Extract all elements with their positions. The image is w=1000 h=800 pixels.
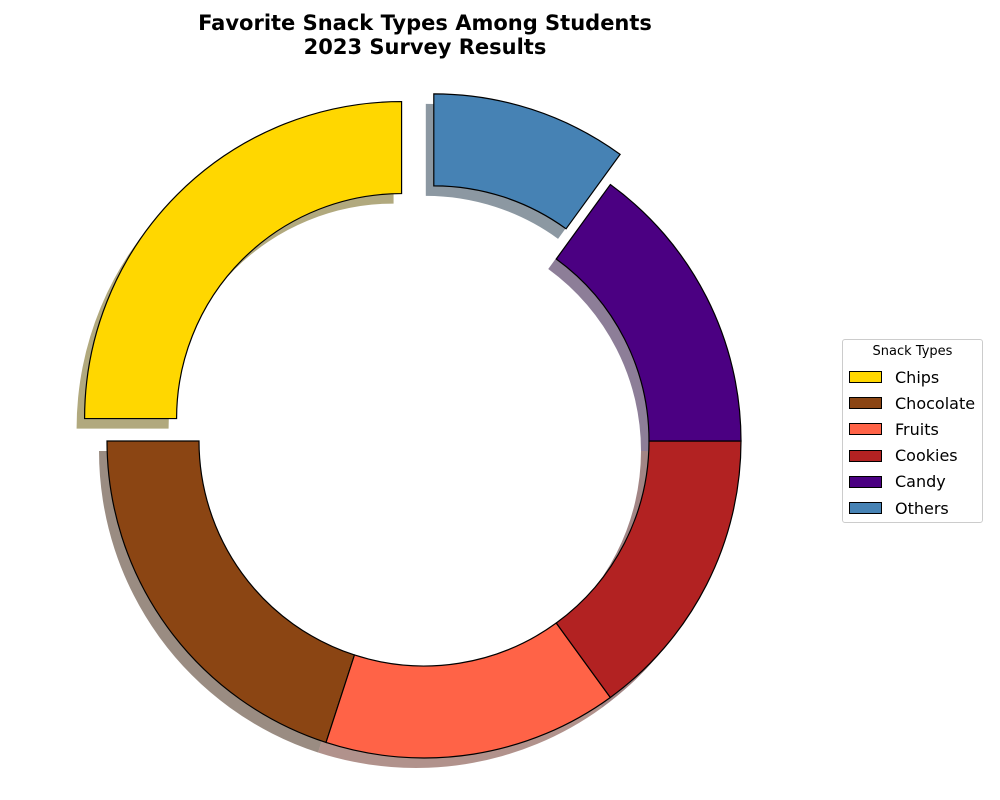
legend-swatch-cookies xyxy=(849,449,882,462)
legend-item-fruits: Fruits xyxy=(843,416,982,442)
legend-item-chips: Chips xyxy=(843,364,982,390)
legend-title: Snack Types xyxy=(872,344,953,359)
legend-items: Chips Chocolate Fruits Cookies Candy Others xyxy=(843,364,982,521)
legend-label-others: Others xyxy=(895,498,949,518)
legend-swatch-chocolate xyxy=(849,397,882,410)
slice-chips xyxy=(83,100,403,420)
chart-title-line-1: Favorite Snack Types Among Students xyxy=(198,11,652,35)
legend-label-candy: Candy xyxy=(895,472,946,492)
legend-swatch-candy xyxy=(849,475,882,488)
donut-slices xyxy=(83,93,742,759)
chart-title-line-2: 2023 Survey Results xyxy=(304,35,547,59)
legend-item-chocolate: Chocolate xyxy=(843,390,982,416)
legend-item-others: Others xyxy=(843,495,982,521)
legend-swatch-chips xyxy=(849,371,882,384)
legend-item-candy: Candy xyxy=(843,469,982,495)
legend-item-cookies: Cookies xyxy=(843,443,982,469)
legend-label-chips: Chips xyxy=(895,367,940,387)
slice-cookies xyxy=(555,440,742,699)
legend: Snack Types Chips Chocolate Fruits Cookies C… xyxy=(842,339,983,523)
slice-fruits xyxy=(325,622,612,759)
legend-swatch-others xyxy=(849,502,882,515)
legend-label-chocolate: Chocolate xyxy=(895,393,976,413)
slice-candy xyxy=(555,183,742,442)
legend-label-fruits: Fruits xyxy=(895,419,939,439)
legend-swatch-fruits xyxy=(849,423,882,436)
legend-label-cookies: Cookies xyxy=(895,446,958,466)
slice-others xyxy=(433,93,621,230)
